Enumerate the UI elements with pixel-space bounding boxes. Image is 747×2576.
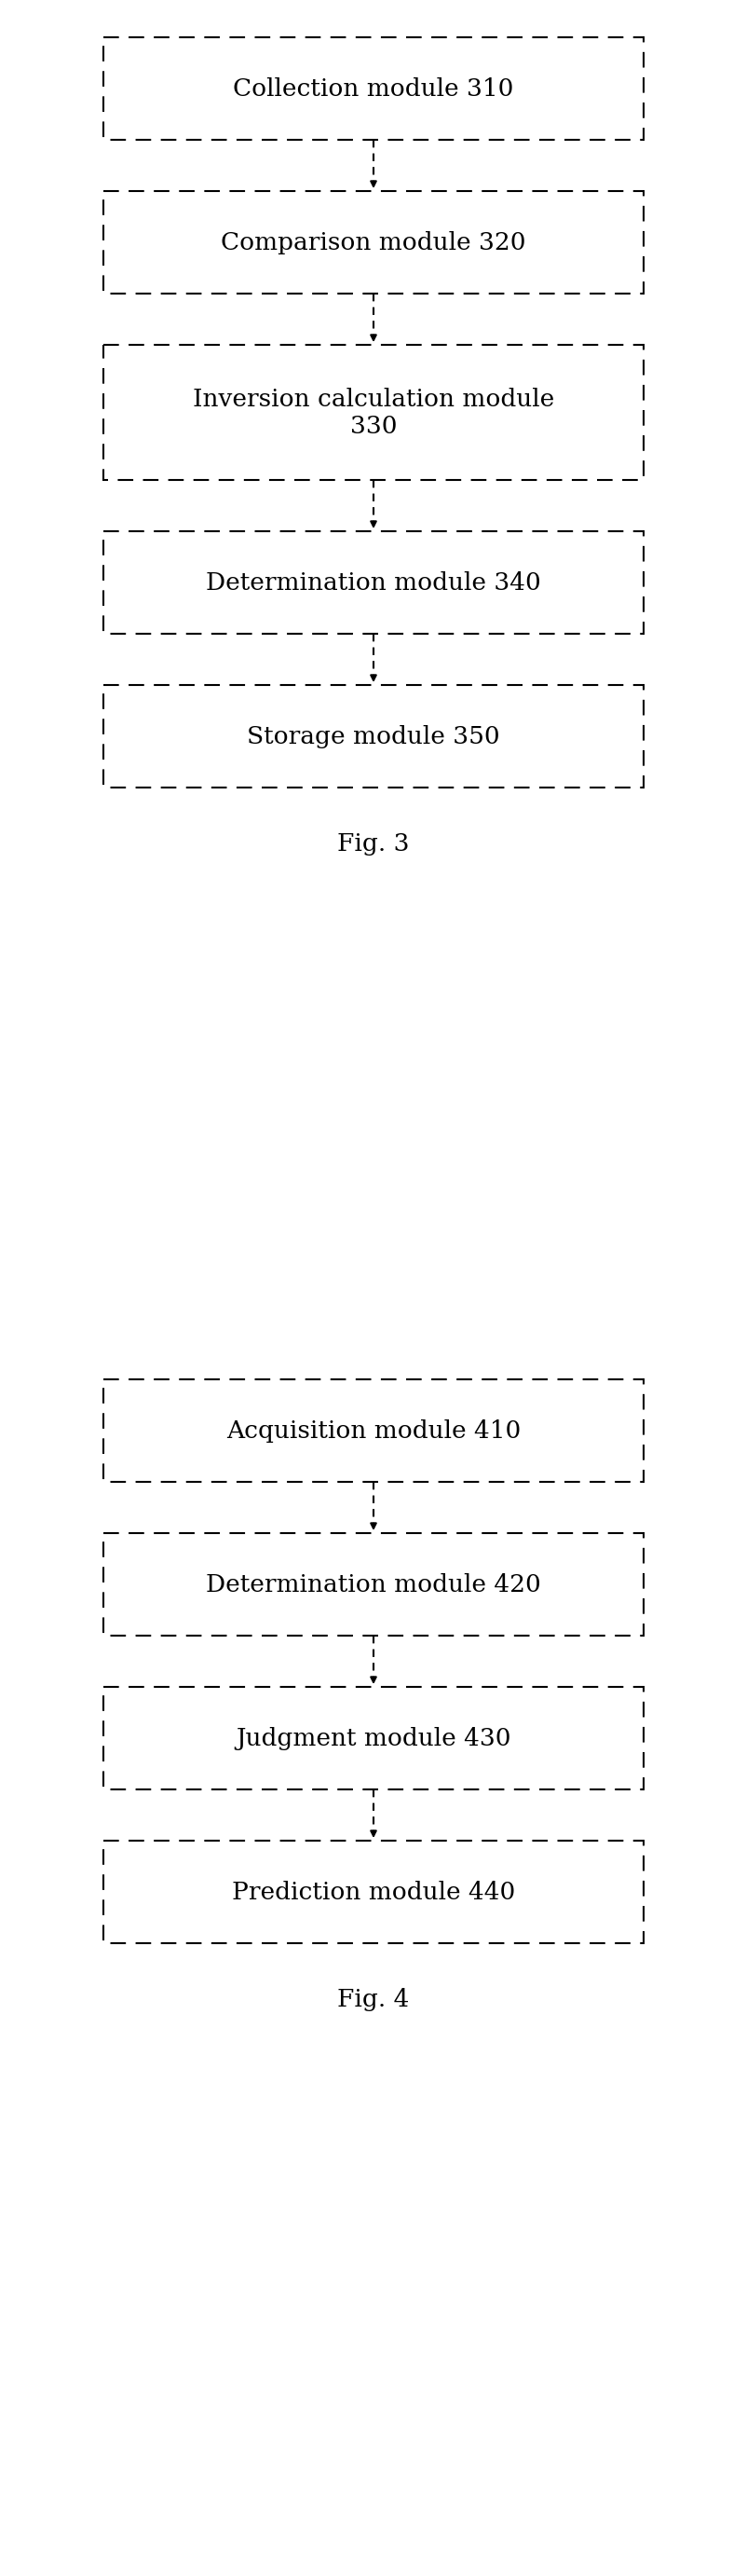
Bar: [103, 1533, 644, 1636]
Bar: [103, 345, 644, 479]
Bar: [103, 36, 644, 139]
Text: Fig. 3: Fig. 3: [338, 832, 409, 855]
Bar: [103, 1378, 644, 1481]
Text: Judgment module 430: Judgment module 430: [236, 1726, 511, 1749]
Bar: [103, 685, 644, 788]
Text: Collection module 310: Collection module 310: [233, 77, 514, 100]
Text: Inversion calculation module
330: Inversion calculation module 330: [193, 386, 554, 438]
Text: Fig. 4: Fig. 4: [338, 1989, 409, 2012]
Text: Comparison module 320: Comparison module 320: [221, 232, 526, 255]
Bar: [103, 1842, 644, 1942]
Bar: [103, 531, 644, 634]
Bar: [103, 1687, 644, 1790]
Text: Determination module 340: Determination module 340: [206, 572, 541, 595]
Text: Prediction module 440: Prediction module 440: [232, 1880, 515, 1904]
Text: Storage module 350: Storage module 350: [247, 724, 500, 747]
Text: Determination module 420: Determination module 420: [206, 1574, 541, 1597]
Bar: [103, 191, 644, 294]
Text: Acquisition module 410: Acquisition module 410: [226, 1419, 521, 1443]
